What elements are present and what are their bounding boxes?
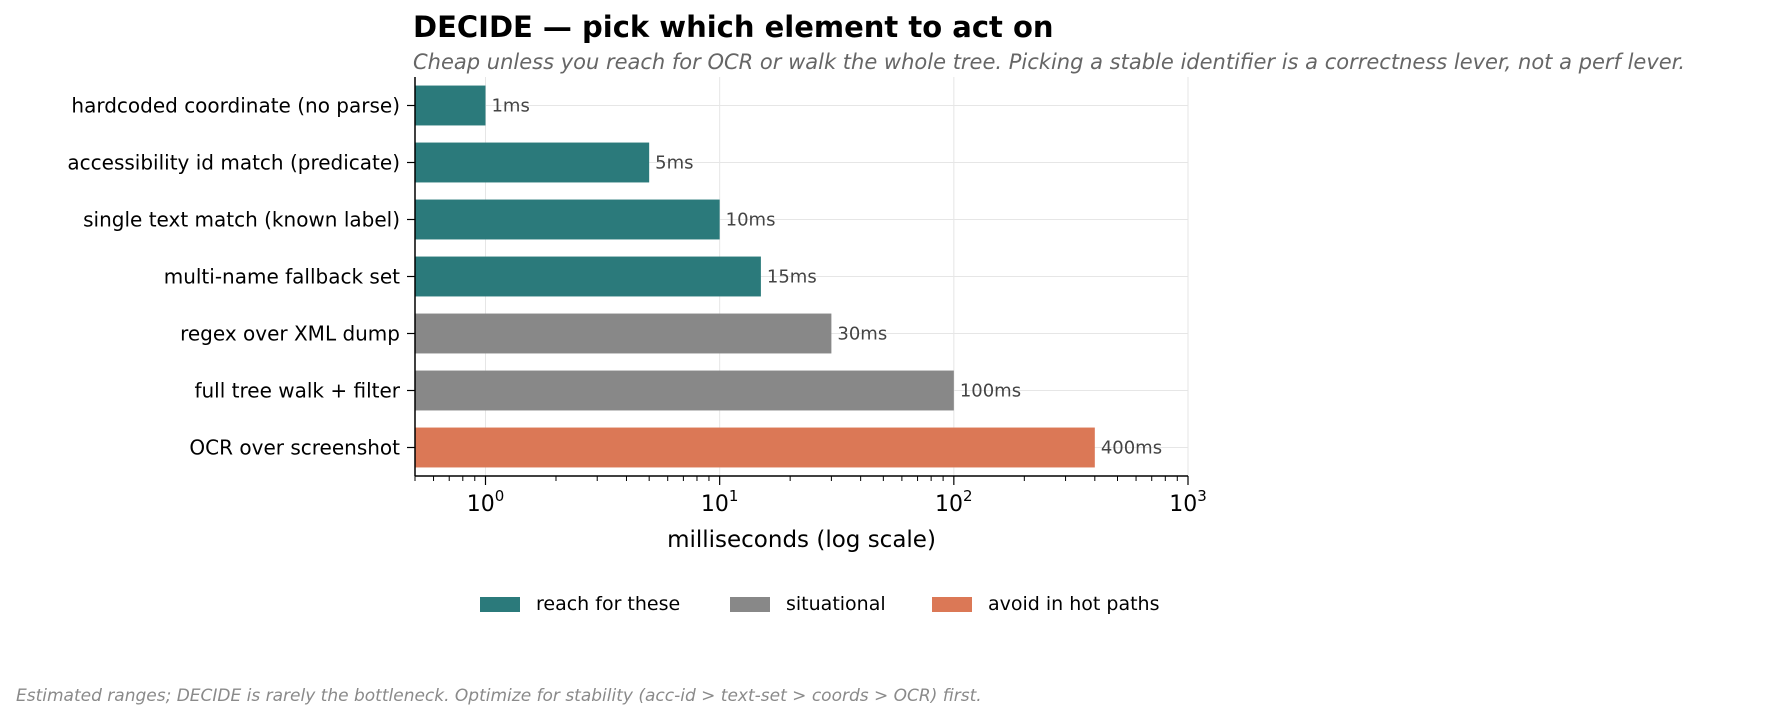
value-label-7: 400ms — [1101, 438, 1162, 459]
bar-2 — [415, 142, 650, 183]
value-label-2: 5ms — [655, 153, 693, 174]
x-tick-label-3: 102 — [935, 487, 973, 517]
legend-item-avoid: avoid in hot paths — [932, 593, 1160, 615]
legend-label-reach: reach for these — [536, 593, 681, 615]
legend-swatch-avoid — [932, 596, 972, 612]
x-tick-label-1: 100 — [467, 487, 505, 517]
bar-3 — [415, 199, 720, 240]
bar-7 — [415, 427, 1095, 468]
category-label-5: regex over XML dump — [180, 322, 400, 346]
bar-6 — [415, 370, 954, 411]
x-tick-label-4: 103 — [1169, 487, 1207, 517]
value-label-6: 100ms — [960, 381, 1021, 402]
category-label-2: accessibility id match (predicate) — [67, 151, 400, 175]
category-label-7: OCR over screenshot — [189, 436, 400, 460]
value-label-4: 15ms — [767, 267, 817, 288]
chart-title: DECIDE — pick which element to act on — [413, 10, 1054, 44]
x-tick-label-2: 101 — [701, 487, 739, 517]
legend-swatch-situational — [730, 596, 770, 612]
bar-1 — [415, 85, 486, 126]
x-axis-label: milliseconds (log scale) — [667, 527, 936, 553]
value-label-5: 30ms — [837, 324, 887, 345]
category-label-1: hardcoded coordinate (no parse) — [71, 94, 400, 118]
legend-label-situational: situational — [786, 593, 886, 615]
legend-swatch-reach — [480, 596, 520, 612]
chart-subtitle: Cheap unless you reach for OCR or walk t… — [413, 50, 1686, 74]
legend-item-reach: reach for these — [480, 593, 680, 615]
value-label-1: 1ms — [491, 96, 529, 117]
bar-4 — [415, 256, 761, 297]
chart-legend: reach for these situational avoid in hot… — [0, 593, 1779, 617]
bar-5 — [415, 313, 832, 354]
chart-footnote: Estimated ranges; DECIDE is rarely the b… — [16, 686, 982, 706]
category-label-6: full tree walk + filter — [194, 379, 400, 403]
value-label-3: 10ms — [726, 210, 776, 231]
legend-item-situational: situational — [730, 593, 886, 615]
category-label-3: single text match (known label) — [83, 208, 400, 232]
legend-label-avoid: avoid in hot paths — [988, 593, 1160, 615]
category-label-4: multi-name fallback set — [164, 265, 400, 289]
